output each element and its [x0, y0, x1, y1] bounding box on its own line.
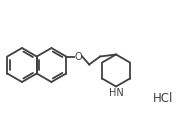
Text: O: O: [74, 51, 82, 62]
Text: HN: HN: [109, 88, 123, 97]
Text: HCl: HCl: [153, 93, 173, 106]
